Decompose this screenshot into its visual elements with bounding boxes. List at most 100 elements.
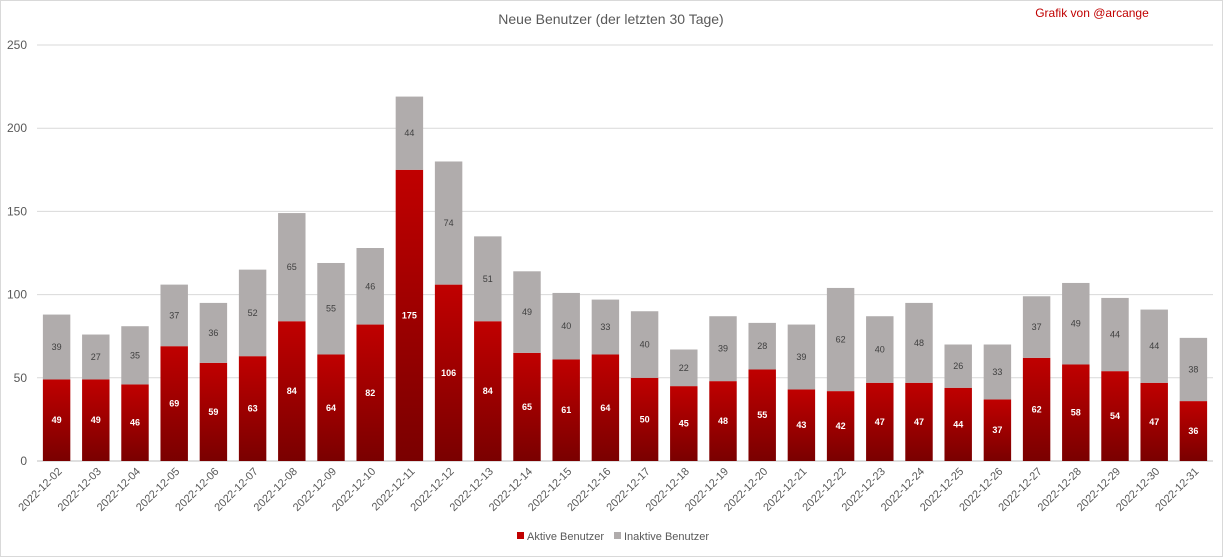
data-label-inactive-2022-12-24: 48: [914, 338, 924, 348]
data-label-active-2022-12-13: 84: [483, 386, 493, 396]
bar-inactive-2022-12-30: [1140, 309, 1168, 383]
bar-active-2022-12-31: [1179, 401, 1208, 461]
bar-inactive-2022-12-15: [552, 292, 580, 360]
bar-inactive-2022-12-19: [709, 316, 737, 382]
data-label-inactive-2022-12-29: 44: [1110, 330, 1120, 340]
bar-active-2022-12-27: [1022, 357, 1051, 461]
bar-active-2022-12-29: [1101, 371, 1129, 461]
chart-title: Neue Benutzer (der letzten 30 Tage): [498, 11, 723, 27]
data-label-active-2022-12-10: 82: [365, 388, 375, 398]
data-label-inactive-2022-12-19: 39: [718, 344, 728, 354]
data-label-active-2022-12-04: 46: [130, 418, 140, 428]
data-label-active-2022-12-29: 54: [1110, 411, 1120, 421]
data-label-inactive-2022-12-18: 22: [679, 363, 689, 373]
data-label-active-2022-12-11: 175: [402, 310, 417, 320]
data-label-active-2022-12-12: 106: [441, 368, 456, 378]
data-label-inactive-2022-12-06: 36: [208, 328, 218, 338]
bar-active-2022-12-03: [82, 379, 110, 461]
data-label-inactive-2022-12-10: 46: [365, 281, 375, 291]
data-label-inactive-2022-12-27: 37: [1032, 322, 1042, 332]
data-label-active-2022-12-31: 36: [1188, 426, 1198, 436]
data-label-inactive-2022-12-05: 37: [169, 310, 179, 320]
bar-active-2022-12-22: [826, 391, 855, 461]
data-label-inactive-2022-12-25: 26: [953, 361, 963, 371]
data-label-inactive-2022-12-11: 44: [404, 128, 414, 138]
bar-inactive-2022-12-25: [944, 344, 972, 388]
data-label-inactive-2022-12-04: 35: [130, 350, 140, 360]
data-label-active-2022-12-28: 58: [1071, 408, 1081, 418]
bar-inactive-2022-12-17: [630, 311, 659, 378]
bar-active-2022-12-25: [944, 387, 972, 461]
data-label-active-2022-12-22: 42: [836, 421, 846, 431]
bar-inactive-2022-12-22: [826, 287, 855, 392]
data-label-inactive-2022-12-23: 40: [875, 345, 885, 355]
bar-active-2022-12-30: [1140, 382, 1168, 461]
data-label-active-2022-12-23: 47: [875, 417, 885, 427]
data-label-inactive-2022-12-02: 39: [52, 342, 62, 352]
data-label-active-2022-12-20: 55: [757, 410, 767, 420]
data-label-inactive-2022-12-12: 74: [444, 218, 454, 228]
bar-inactive-2022-12-12: [434, 161, 463, 285]
data-label-inactive-2022-12-13: 51: [483, 274, 493, 284]
data-label-active-2022-12-21: 43: [796, 420, 806, 430]
data-label-inactive-2022-12-28: 49: [1071, 319, 1081, 329]
data-label-active-2022-12-19: 48: [718, 416, 728, 426]
bar-active-2022-12-08: [278, 321, 306, 461]
data-label-active-2022-12-25: 44: [953, 419, 963, 429]
bar-active-2022-12-09: [317, 354, 345, 461]
bar-inactive-2022-12-09: [317, 262, 345, 355]
bar-inactive-2022-12-13: [474, 236, 502, 322]
legend: Aktive Benutzer Inaktive Benutzer: [517, 531, 709, 543]
data-label-inactive-2022-12-31: 38: [1188, 364, 1198, 374]
bar-inactive-2022-12-28: [1062, 282, 1090, 365]
data-label-active-2022-12-08: 84: [287, 386, 297, 396]
bar-inactive-2022-12-23: [866, 316, 894, 383]
bar-active-2022-12-06: [199, 362, 228, 461]
bar-active-2022-12-14: [513, 352, 541, 461]
data-label-inactive-2022-12-30: 44: [1149, 341, 1159, 351]
bar-inactive-2022-12-29: [1101, 297, 1129, 372]
y-axis-ticks: 0 50 100 150 200 250: [7, 38, 27, 468]
data-label-active-2022-12-09: 64: [326, 403, 336, 413]
chart-credit: Grafik von @arcange: [1035, 6, 1149, 20]
data-label-inactive-2022-12-22: 62: [836, 335, 846, 345]
bar-active-2022-12-28: [1062, 364, 1090, 461]
data-label-active-2022-12-18: 45: [679, 419, 689, 429]
data-label-active-2022-12-03: 49: [91, 415, 101, 425]
legend-swatch-inactive: [614, 532, 621, 539]
bar-inactive-2022-12-31: [1179, 337, 1208, 402]
data-label-active-2022-12-30: 47: [1149, 417, 1159, 427]
y-tick-label-100: 100: [7, 288, 27, 302]
bar-active-2022-12-17: [630, 377, 659, 461]
data-label-active-2022-12-02: 49: [52, 415, 62, 425]
data-label-active-2022-12-17: 50: [640, 414, 650, 424]
bar-inactive-2022-12-03: [82, 334, 110, 380]
legend-label-active: Aktive Benutzer: [527, 531, 604, 543]
y-tick-label-250: 250: [7, 38, 27, 52]
data-label-active-2022-12-06: 59: [208, 407, 218, 417]
bar-inactive-2022-12-24: [905, 302, 933, 383]
data-label-active-2022-12-26: 37: [992, 425, 1002, 435]
data-label-inactive-2022-12-20: 28: [757, 341, 767, 351]
data-label-inactive-2022-12-26: 33: [992, 367, 1002, 377]
data-label-inactive-2022-12-07: 52: [248, 308, 258, 318]
bar-active-2022-12-02: [42, 379, 71, 461]
data-label-active-2022-12-14: 65: [522, 402, 532, 412]
data-label-inactive-2022-12-16: 33: [600, 322, 610, 332]
bar-active-2022-12-05: [160, 346, 188, 461]
bar-active-2022-12-12: [434, 284, 463, 461]
data-label-inactive-2022-12-09: 55: [326, 304, 336, 314]
data-label-active-2022-12-07: 63: [248, 404, 258, 414]
bar-active-2022-12-23: [866, 382, 894, 461]
bar-active-2022-12-07: [238, 356, 267, 461]
bar-active-2022-12-10: [356, 324, 384, 461]
bar-inactive-2022-12-21: [787, 324, 816, 390]
legend-swatch-active: [517, 532, 524, 539]
bar-inactive-2022-12-07: [238, 269, 267, 357]
gridlines: [37, 44, 1213, 462]
legend-label-inactive: Inaktive Benutzer: [624, 531, 709, 543]
data-label-active-2022-12-16: 64: [600, 403, 610, 413]
